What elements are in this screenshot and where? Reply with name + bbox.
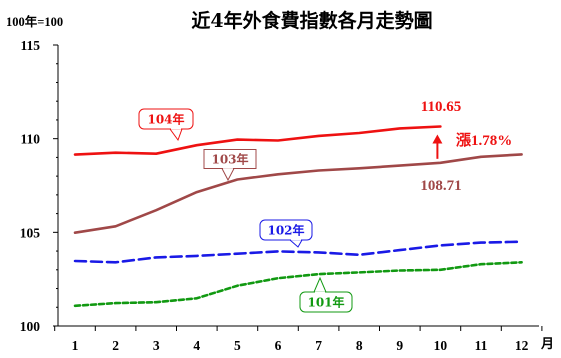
series-label-101年: 101年 — [307, 295, 344, 310]
x-tick-label: 11 — [475, 338, 488, 353]
base-year-label: 100年=100 — [6, 14, 63, 29]
callout-pointer — [313, 276, 327, 293]
callout-pointer — [169, 128, 183, 142]
x-tick-label: 4 — [193, 338, 200, 353]
series-line-102年 — [73, 240, 523, 264]
series-label-103年: 103年 — [211, 152, 248, 167]
y-tick-label: 115 — [20, 38, 40, 53]
series-lines — [73, 125, 523, 308]
y-ticks: 100 105 110 115 — [20, 38, 58, 334]
y-tick-label: 105 — [20, 225, 41, 240]
series-label-102年: 102年 — [267, 223, 304, 238]
x-ticks: 1 2 3 4 5 6 7 8 9 10 11 12 — [54, 326, 543, 353]
x-tick-label: 3 — [153, 338, 160, 353]
x-tick-label: 7 — [315, 338, 322, 353]
axes — [57, 45, 539, 327]
value-label-103: 108.71 — [420, 178, 461, 194]
y-tick-label: 110 — [20, 132, 40, 147]
x-unit-label: 月 — [540, 337, 554, 352]
series-line-104年 — [73, 125, 442, 156]
x-tick-label: 10 — [434, 338, 448, 353]
value-label-104: 110.65 — [421, 99, 461, 115]
callout-pointer — [221, 168, 235, 182]
chart-title: 近4年外食費指數各月走勢圖 — [191, 9, 432, 32]
callout-102年: 102年 — [259, 219, 313, 248]
rise-arrow-head — [432, 134, 443, 144]
series-line-101年 — [73, 260, 523, 308]
series-callouts: 104年 103年 102年 101年 — [138, 108, 353, 313]
x-tick-label: 9 — [396, 338, 403, 353]
callout-103年: 103年 — [203, 149, 257, 182]
annotations: 110.65 108.71 漲1.78% — [420, 99, 512, 194]
x-tick-label: 1 — [72, 338, 79, 353]
y-tick-label: 100 — [20, 319, 41, 334]
series-line-103年 — [73, 153, 523, 234]
callout-101年: 101年 — [299, 276, 353, 313]
callout-box — [299, 291, 353, 313]
callout-box — [138, 108, 194, 130]
callout-pointer — [288, 239, 303, 248]
x-tick-label: 6 — [275, 338, 282, 353]
callout-104年: 104年 — [138, 108, 194, 142]
x-tick-label: 8 — [356, 338, 363, 353]
callout-box — [259, 219, 313, 241]
x-tick-label: 12 — [515, 338, 529, 353]
x-tick-label: 5 — [234, 338, 241, 353]
rise-percent-label: 漲1.78% — [456, 132, 512, 149]
series-label-104年: 104年 — [147, 112, 184, 127]
x-tick-label: 2 — [112, 338, 119, 353]
